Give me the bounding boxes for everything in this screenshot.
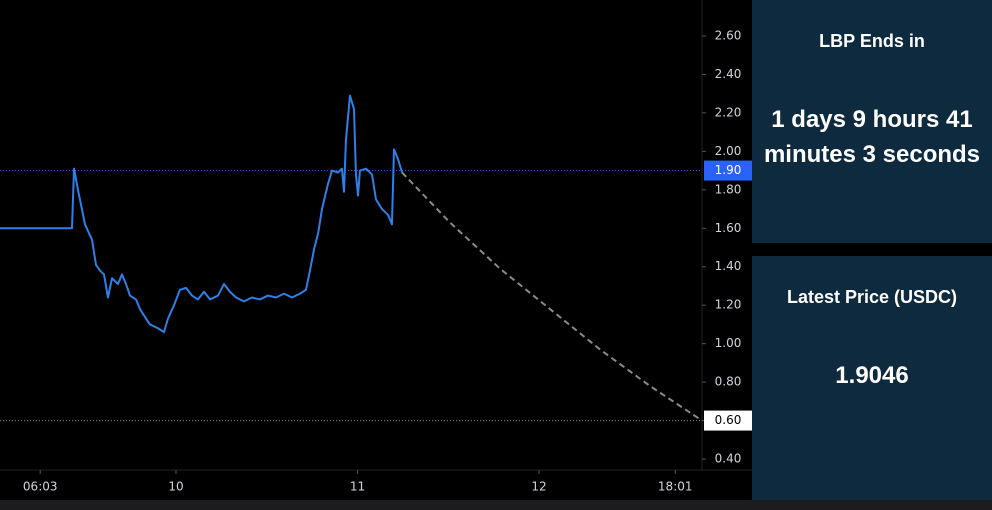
y-tick-label: 0.40 <box>715 452 742 466</box>
x-tick-label: 12 <box>531 480 546 494</box>
x-tick-label: 06:03 <box>23 480 58 494</box>
x-tick-label: 10 <box>168 480 183 494</box>
y-tick-label: 1.00 <box>715 336 742 350</box>
price-label-box <box>704 160 752 181</box>
projection-line <box>401 171 703 422</box>
price-label: 1.90 <box>715 163 742 177</box>
x-tick-label: 18:01 <box>658 480 693 494</box>
y-tick-label: 2.60 <box>715 28 742 42</box>
y-tick-label: 1.40 <box>715 259 742 273</box>
price-panel: Latest Price (USDC) 1.9046 <box>752 256 992 500</box>
y-tick-label: 1.60 <box>715 221 742 235</box>
price-line-series <box>0 94 403 334</box>
countdown-title: LBP Ends in <box>819 31 925 51</box>
y-tick-label: 1.20 <box>715 298 742 312</box>
price-label-box <box>704 410 752 431</box>
y-tick-label: 0.80 <box>715 375 742 389</box>
y-tick-label: 2.40 <box>715 67 742 81</box>
y-tick-label: 2.00 <box>715 144 742 158</box>
price: 1.9046 <box>835 362 909 389</box>
price-label: 0.60 <box>715 413 742 427</box>
y-tick-label: 2.20 <box>715 105 742 119</box>
x-tick-label: 11 <box>350 480 365 494</box>
y-tick-label: 1.80 <box>715 182 742 196</box>
countdown-panel: LBP Ends in 1 days 9 hours 41 minutes 3 … <box>752 0 992 243</box>
chart: 0.40 0.60 0.80 1.00 1.20 1.40 1.60 1.80 2.00 2.20… <box>0 0 752 494</box>
bottom-strip <box>0 500 992 510</box>
price-title: Latest Price (USDC) <box>786 287 958 307</box>
countdown: 1 days 9 hours 41 minutes 3 seconds <box>763 106 981 168</box>
